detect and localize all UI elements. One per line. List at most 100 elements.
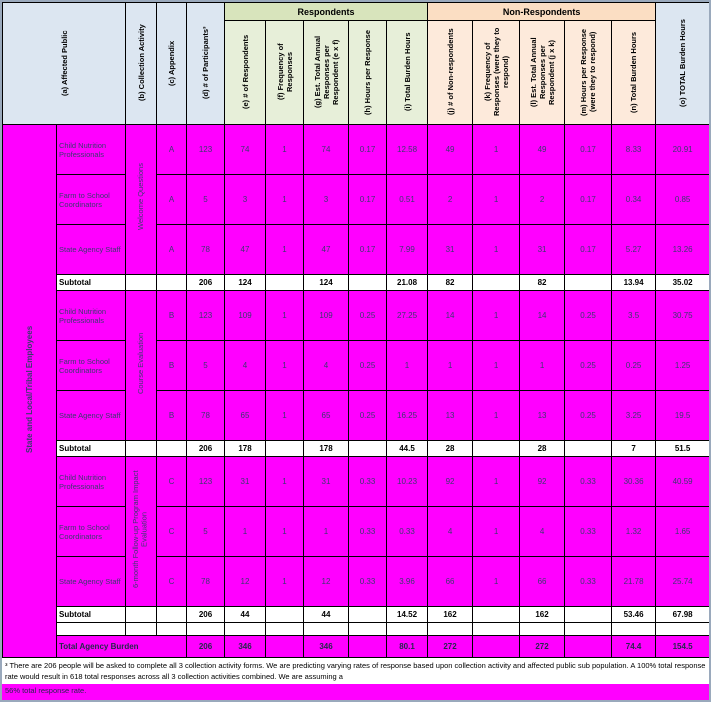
cell-annual-responses: 12 — [303, 556, 349, 607]
empty-cell — [156, 622, 187, 636]
cell-nr-frequency: 1 — [472, 340, 521, 391]
cell-nr-burden-hours: 30.36 — [611, 456, 657, 507]
header-col-k-label: (k) Frequency of Responses (were they to… — [482, 27, 510, 116]
subtotal-participants: 206 — [186, 274, 225, 291]
cell-burden-hours: 7.99 — [385, 224, 429, 275]
cell-appendix: C — [156, 456, 187, 507]
header-participants-label: (d) # of Participants³ — [201, 26, 210, 99]
cell-nr-frequency: 1 — [472, 556, 521, 607]
cell-annual-responses: 1 — [303, 506, 349, 557]
subtotal-nonrespondents: 28 — [427, 440, 474, 457]
collection-activity-cell: 6-month Follow-up Program Impact Evaluat… — [125, 456, 157, 607]
table-row: Farm to School Coordinators A 5 3 1 3 0.… — [3, 174, 709, 225]
footnote-highlight: 56% total response rate. — [2, 684, 709, 700]
footnote-text: ³ There are 206 people will be asked to … — [5, 661, 706, 681]
empty-cell — [348, 635, 387, 658]
cell-nr-hours-per-response: 0.25 — [564, 340, 613, 391]
empty-cell — [564, 274, 613, 291]
collection-activity-label: Course Evaluation — [135, 332, 145, 394]
empty-cell — [125, 274, 157, 291]
subtotal-burden-hours: 44.5 — [385, 440, 429, 457]
subtotal-burden-hours: 21.08 — [385, 274, 429, 291]
cell-hours-per-response: 0.17 — [348, 224, 387, 275]
empty-cell — [125, 606, 157, 623]
cell-total-burden-hours: 1.65 — [655, 506, 709, 557]
header-collection-activity-label: (b) Collection Activity — [136, 24, 146, 101]
cell-appendix: B — [156, 290, 187, 341]
cell-nr-burden-hours: 3.5 — [611, 290, 657, 341]
cell-nonrespondents: 2 — [427, 174, 474, 225]
subtotal-annual-responses: 178 — [303, 440, 349, 457]
cell-respondents: 74 — [224, 124, 266, 175]
cell-frequency: 1 — [265, 556, 304, 607]
header-affected-public-label: (a) Affected Public — [59, 29, 69, 96]
header-col-f-label: (f) Frequency of Responses — [275, 43, 294, 100]
header-col-i-label: (i) Total Burden Hours — [402, 32, 412, 111]
collection-activity-cell: Course Evaluation — [125, 290, 157, 441]
empty-cell — [156, 606, 187, 623]
cell-appendix: A — [156, 124, 187, 175]
cell-nr-hours-per-response: 0.25 — [564, 290, 613, 341]
empty-cell — [472, 622, 521, 636]
total-nr-burden-hours: 74.4 — [611, 635, 657, 658]
collection-activity-label: Welcome Questions — [135, 163, 145, 231]
row-label: Farm to School Coordinators — [56, 174, 126, 225]
empty-cell — [564, 622, 613, 636]
table-row: Farm to School Coordinators C 5 1 1 1 0.… — [3, 506, 709, 557]
cell-hours-per-response: 0.17 — [348, 174, 387, 225]
empty-cell — [519, 622, 566, 636]
cell-nr-annual-responses: 49 — [519, 124, 566, 175]
empty-cell — [427, 622, 474, 636]
cell-frequency: 1 — [265, 290, 304, 341]
cell-hours-per-response: 0.33 — [348, 456, 387, 507]
cell-annual-responses: 31 — [303, 456, 349, 507]
cell-burden-hours: 12.58 — [385, 124, 429, 175]
cell-participants: 123 — [186, 456, 225, 507]
total-participants: 206 — [186, 635, 225, 658]
subtotal-row: Subtotal 206 124 124 21.08 82 82 13.94 3… — [3, 274, 709, 291]
cell-nr-annual-responses: 66 — [519, 556, 566, 607]
subtotal-respondents: 124 — [224, 274, 266, 291]
cell-nr-annual-responses: 14 — [519, 290, 566, 341]
cell-nr-hours-per-response: 0.33 — [564, 556, 613, 607]
header-col-e-label: (e) # of Respondents — [240, 34, 250, 109]
cell-hours-per-response: 0.25 — [348, 390, 387, 441]
cell-appendix: C — [156, 556, 187, 607]
cell-total-burden-hours: 0.85 — [655, 174, 709, 225]
cell-annual-responses: 109 — [303, 290, 349, 341]
empty-cell — [265, 635, 304, 658]
cell-burden-hours: 3.96 — [385, 556, 429, 607]
cell-hours-per-response: 0.25 — [348, 340, 387, 391]
cell-nr-annual-responses: 1 — [519, 340, 566, 391]
cell-annual-responses: 4 — [303, 340, 349, 391]
cell-nr-frequency: 1 — [472, 174, 521, 225]
empty-cell — [348, 606, 387, 623]
cell-appendix: B — [156, 340, 187, 391]
cell-respondents: 109 — [224, 290, 266, 341]
total-total-burden-hours: 154.5 — [655, 635, 709, 658]
cell-burden-hours: 0.51 — [385, 174, 429, 225]
cell-participants: 123 — [186, 124, 225, 175]
cell-nr-burden-hours: 5.27 — [611, 224, 657, 275]
row-label: Farm to School Coordinators — [56, 506, 126, 557]
cell-participants: 5 — [186, 174, 225, 225]
cell-nr-hours-per-response: 0.25 — [564, 390, 613, 441]
row-label: State Agency Staff — [56, 390, 126, 441]
header-columns-row: (e) # of Respondents (f) Frequency of Re… — [3, 20, 710, 125]
subtotal-total-burden-hours: 35.02 — [655, 274, 709, 291]
cell-nonrespondents: 66 — [427, 556, 474, 607]
cell-hours-per-response: 0.33 — [348, 556, 387, 607]
header-col-g: (g) Est. Total Annual Responses per Resp… — [303, 20, 349, 125]
table-row: State Agency Staff C 78 12 1 12 0.33 3.9… — [3, 556, 709, 607]
collection-activity-cell: Welcome Questions — [125, 124, 157, 275]
subtotal-nr-burden-hours: 7 — [611, 440, 657, 457]
subtotal-nr-annual-responses: 28 — [519, 440, 566, 457]
cell-nr-annual-responses: 92 — [519, 456, 566, 507]
subtotal-total-burden-hours: 67.98 — [655, 606, 709, 623]
cell-nr-burden-hours: 3.25 — [611, 390, 657, 441]
cell-participants: 78 — [186, 556, 225, 607]
cell-hours-per-response: 0.25 — [348, 290, 387, 341]
header-col-n-label: (n) Total Burden Hours — [629, 30, 639, 113]
subtotal-row: Subtotal 206 44 44 14.52 162 162 53.46 6… — [3, 606, 709, 623]
empty-cell — [655, 622, 709, 636]
